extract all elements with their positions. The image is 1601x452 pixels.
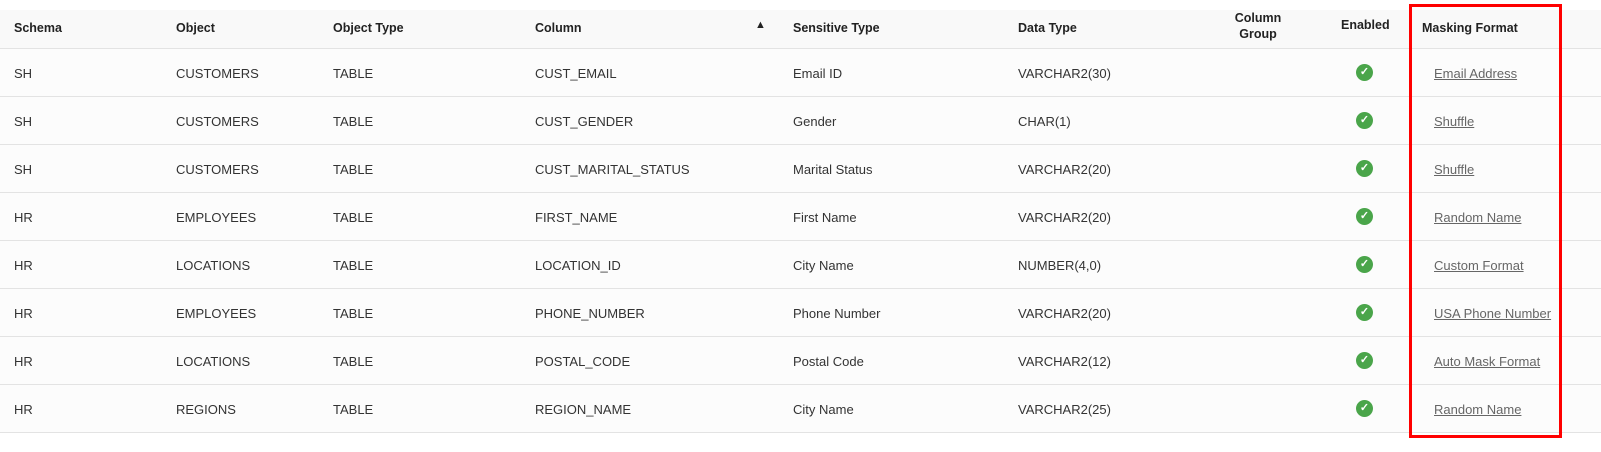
header-column-group-line1: Column [1234,11,1282,25]
header-schema[interactable]: Schema [14,21,62,35]
masking-format-link[interactable]: Shuffle [1434,162,1475,177]
table-row[interactable]: SH CUSTOMERS TABLE CUST_MARITAL_STATUS Marit… [0,145,1601,193]
sensitive-type-cell: City Name [793,258,854,273]
object-type-cell: TABLE [333,210,374,225]
masking-format-link[interactable]: Shuffle [1434,114,1475,129]
data-type-cell: VARCHAR2(20) [1018,162,1111,177]
table-row[interactable]: HR REGIONS TABLE REGION_NAME City Name VARCHA… [0,385,1601,433]
sensitive-type-cell: Marital Status [793,162,873,177]
data-type-cell: VARCHAR2(25) [1018,402,1111,417]
schema-cell: HR [14,210,33,225]
object-cell: LOCATIONS [176,258,251,273]
header-enabled[interactable]: Enabled [1341,18,1390,32]
object-type-cell: TABLE [333,402,374,417]
object-type-cell: TABLE [333,162,374,177]
column-cell: FIRST_NAME [535,210,618,225]
sensitive-type-cell: Email ID [793,66,843,81]
object-cell: EMPLOYEES [176,210,257,225]
enabled-check-icon: ✓ [1356,352,1373,369]
schema-cell: SH [14,66,33,81]
masking-format-link[interactable]: Auto Mask Format [1434,354,1541,369]
object-cell: LOCATIONS [176,354,251,369]
schema-cell: HR [14,354,33,369]
header-object-type[interactable]: Object Type [333,21,404,35]
schema-cell: SH [14,114,33,129]
enabled-check-icon: ✓ [1356,208,1373,225]
object-type-cell: TABLE [333,306,374,321]
sensitive-type-cell: Gender [793,114,837,129]
header-column-group-line2: Group [1239,27,1277,41]
masking-format-link[interactable]: Random Name [1434,402,1522,417]
object-cell: EMPLOYEES [176,306,257,321]
column-cell: LOCATION_ID [535,258,621,273]
data-type-cell: VARCHAR2(12) [1018,354,1111,369]
enabled-check-icon: ✓ [1356,160,1373,177]
object-cell: CUSTOMERS [176,114,259,129]
enabled-check-icon: ✓ [1356,112,1373,129]
enabled-check-icon: ✓ [1356,64,1373,81]
data-type-cell: NUMBER(4,0) [1018,258,1102,273]
column-cell: POSTAL_CODE [535,354,631,369]
header-data-type[interactable]: Data Type [1018,21,1077,35]
object-cell: CUSTOMERS [176,66,259,81]
object-type-cell: TABLE [333,66,374,81]
data-type-cell: CHAR(1) [1018,114,1071,129]
column-cell: CUST_GENDER [535,114,634,129]
schema-cell: HR [14,258,33,273]
masking-format-link[interactable]: USA Phone Number [1434,306,1552,321]
header-masking-format[interactable]: Masking Format [1422,21,1518,35]
highlight-box [1409,4,1562,438]
header-sensitive-type[interactable]: Sensitive Type [793,21,880,35]
sensitive-type-cell: City Name [793,402,854,417]
masking-format-link[interactable]: Email Address [1434,66,1518,81]
sort-ascending-icon[interactable]: ▲ [755,19,766,31]
table-row[interactable]: SH CUSTOMERS TABLE CUST_GENDER Gender CHAR(1)… [0,97,1601,145]
enabled-check-icon: ✓ [1356,256,1373,273]
table-row[interactable]: HR EMPLOYEES TABLE FIRST_NAME First Name VARC… [0,193,1601,241]
header-column[interactable]: Column [535,21,582,35]
object-type-cell: TABLE [333,354,374,369]
sensitive-type-cell: Phone Number [793,306,881,321]
data-type-cell: VARCHAR2(20) [1018,210,1111,225]
table-row[interactable]: HR EMPLOYEES TABLE PHONE_NUMBER Phone Number… [0,289,1601,337]
enabled-check-icon: ✓ [1356,400,1373,417]
sensitive-type-cell: Postal Code [793,354,864,369]
header-column-group[interactable]: Column Group [1231,10,1285,42]
object-cell: CUSTOMERS [176,162,259,177]
object-type-cell: TABLE [333,114,374,129]
column-cell: CUST_EMAIL [535,66,617,81]
table-row[interactable]: HR LOCATIONS TABLE LOCATION_ID City Name NUMB… [0,241,1601,289]
data-type-cell: VARCHAR2(20) [1018,306,1111,321]
table-header: Schema Object Object Type Column ▲ Sensi… [0,10,1601,49]
enabled-check-icon: ✓ [1356,304,1373,321]
table-row[interactable]: SH CUSTOMERS TABLE CUST_EMAIL Email ID VARCHA… [0,49,1601,97]
sensitive-type-cell: First Name [793,210,857,225]
data-type-cell: VARCHAR2(30) [1018,66,1111,81]
schema-cell: HR [14,402,33,417]
column-cell: CUST_MARITAL_STATUS [535,162,690,177]
schema-cell: SH [14,162,33,177]
column-cell: REGION_NAME [535,402,632,417]
schema-cell: HR [14,306,33,321]
column-cell: PHONE_NUMBER [535,306,645,321]
header-object[interactable]: Object [176,21,215,35]
object-cell: REGIONS [176,402,236,417]
masking-format-link[interactable]: Random Name [1434,210,1522,225]
object-type-cell: TABLE [333,258,374,273]
table-row[interactable]: HR LOCATIONS TABLE POSTAL_CODE Postal Code VA… [0,337,1601,385]
masking-format-link[interactable]: Custom Format [1434,258,1524,273]
